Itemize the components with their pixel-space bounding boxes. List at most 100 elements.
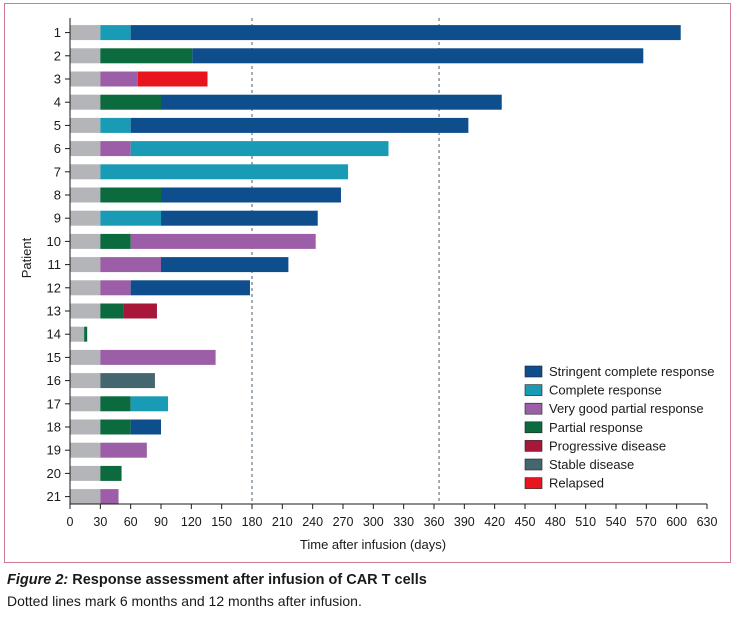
bar-segment-stringent-complete-response	[161, 94, 502, 110]
x-tick-label: 600	[666, 515, 687, 529]
legend-label: Stringent complete response	[549, 364, 714, 379]
x-tick-label: 90	[154, 515, 168, 529]
patient-bar-18	[70, 419, 161, 435]
bar-segment-very-good-partial-response	[100, 71, 138, 87]
y-tick-label: 11	[48, 257, 62, 272]
patient-bar-16	[70, 373, 155, 389]
legend-entry-stringent-complete-response: Stringent complete response	[524, 364, 714, 379]
caption-title-text: Response assessment after infusion of CA…	[68, 572, 427, 588]
patient-bar-5	[70, 117, 469, 133]
legend-label: Complete response	[549, 383, 662, 398]
bar-segment-pre	[70, 210, 101, 226]
bar-segment-pre	[70, 442, 101, 458]
x-tick-label: 540	[606, 515, 627, 529]
y-tick-label: 18	[47, 420, 61, 435]
bar-segment-complete-response	[100, 164, 349, 180]
x-tick-label: 510	[575, 515, 596, 529]
bar-segment-stringent-complete-response	[192, 48, 644, 64]
bar-segment-pre	[70, 233, 101, 249]
legend-entry-progressive-disease: Progressive disease	[524, 438, 666, 453]
bar-segment-complete-response	[100, 210, 161, 226]
y-tick-label: 12	[47, 280, 61, 295]
bar-segment-partial-response	[100, 396, 131, 412]
bar-segment-very-good-partial-response	[130, 233, 316, 249]
y-tick-label: 10	[47, 234, 61, 249]
y-tick-label: 7	[54, 164, 61, 179]
x-tick-label: 240	[302, 515, 323, 529]
patient-bar-13	[70, 303, 157, 319]
y-tick-label: 15	[47, 350, 61, 365]
legend-entry-relapsed: Relapsed	[524, 476, 604, 491]
y-tick-label: 1	[54, 25, 61, 40]
bar-segment-pre	[70, 117, 101, 133]
legend-swatch	[524, 477, 543, 489]
patient-bar-1	[70, 25, 681, 41]
y-tick-label: 8	[54, 188, 61, 203]
bar-segment-pre	[70, 349, 101, 365]
figure-frame	[4, 3, 731, 563]
x-tick-label: 630	[697, 515, 718, 529]
legend-swatch	[524, 421, 543, 434]
bar-segment-stringent-complete-response	[130, 280, 250, 296]
x-tick-label: 0	[67, 515, 74, 529]
axes-group	[69, 18, 707, 505]
legend-entry-stable-disease: Stable disease	[524, 457, 634, 472]
bar-segment-stringent-complete-response	[130, 117, 469, 133]
bar-segment-stable-disease	[100, 373, 155, 389]
x-tick-label: 150	[211, 515, 232, 529]
y-tick-label: 21	[47, 489, 61, 504]
bar-segment-pre	[70, 71, 101, 87]
bar-segment-progressive-disease	[123, 303, 157, 319]
legend-swatch	[524, 402, 543, 415]
bar-segment-stringent-complete-response	[130, 419, 161, 435]
legend-label: Progressive disease	[549, 438, 666, 453]
x-tick-label: 420	[484, 515, 505, 529]
bar-segment-partial-response	[100, 48, 193, 64]
bar-segment-pre	[70, 141, 101, 157]
y-tick-label: 5	[54, 118, 61, 133]
bar-segment-very-good-partial-response	[100, 349, 216, 365]
patient-bar-7	[70, 164, 349, 180]
bar-segment-partial-response	[100, 465, 122, 481]
y-axis-label: Patient	[19, 237, 34, 278]
bar-segment-very-good-partial-response	[100, 280, 131, 296]
y-tick-label: 4	[54, 95, 61, 110]
legend-swatch	[524, 384, 543, 396]
patient-bar-6	[70, 141, 389, 157]
y-tick-label: 13	[47, 304, 61, 319]
x-axis-label: Time after infusion (days)	[300, 537, 446, 552]
bar-segment-partial-response	[100, 419, 131, 435]
bar-segment-partial-response	[100, 233, 131, 249]
legend-entry-complete-response: Complete response	[524, 383, 662, 398]
caption-note: Dotted lines mark 6 months and 12 months…	[7, 593, 362, 609]
legend-swatch	[524, 440, 543, 452]
legend-swatch	[524, 458, 543, 471]
patient-bar-3	[70, 71, 208, 87]
x-tick-label: 480	[545, 515, 566, 529]
x-tick-label: 330	[393, 515, 414, 529]
legend-entry-partial-response: Partial response	[524, 420, 643, 435]
y-tick-label: 14	[47, 327, 61, 342]
caption-title: Figure 2: Response assessment after infu…	[7, 572, 727, 588]
bar-segment-partial-response	[100, 94, 161, 110]
legend-label: Relapsed	[549, 476, 604, 491]
figure-label: Figure 2:	[7, 572, 69, 588]
x-tick-label: 390	[454, 515, 475, 529]
x-tick-labels: 0 30 60 90 120 150 180 210 240 270 300 330 360 390 420…	[67, 504, 718, 529]
bar-segment-pre	[70, 419, 101, 435]
patient-bar-12	[70, 280, 250, 296]
x-tick-label: 120	[181, 515, 202, 529]
legend-entry-very-good-partial-response: Very good partial response	[524, 401, 704, 416]
patient-bar-10	[70, 233, 316, 249]
bar-segment-complete-response	[100, 25, 131, 41]
y-tick-label: 19	[47, 443, 61, 458]
bar-segment-very-good-partial-response	[100, 442, 147, 458]
bar-segment-stringent-complete-response	[161, 210, 318, 226]
bar-segment-pre	[70, 280, 101, 296]
legend-label: Stable disease	[549, 457, 634, 472]
x-tick-label: 210	[272, 515, 293, 529]
x-tick-label: 450	[515, 515, 536, 529]
bar-segment-stringent-complete-response	[161, 187, 341, 203]
patient-bar-21	[70, 489, 119, 505]
